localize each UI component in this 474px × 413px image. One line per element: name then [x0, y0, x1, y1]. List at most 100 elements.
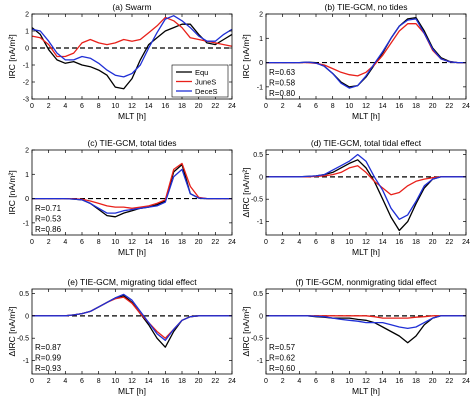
x-tick-label: 20: [429, 378, 437, 385]
y-tick-label: 0: [25, 313, 29, 320]
x-tick-label: 24: [228, 103, 236, 110]
x-tick-label: 10: [111, 378, 119, 385]
panel-title: (a) Swarm: [112, 2, 151, 12]
x-tick-label: 6: [314, 378, 318, 385]
x-tick-label: 22: [445, 378, 453, 385]
x-tick-label: 24: [462, 378, 470, 385]
x-axis-label: MLT [h]: [352, 247, 380, 257]
x-tick-label: 14: [379, 378, 387, 385]
x-tick-label: 16: [161, 239, 169, 246]
x-tick-label: 6: [80, 239, 84, 246]
y-axis-label: ΔIRC [nA/m²]: [7, 306, 17, 356]
series-line-deces: [32, 293, 232, 342]
y-tick-label: -0.5: [251, 197, 263, 204]
x-tick-label: 12: [128, 103, 136, 110]
r-value-label: R=0.58: [269, 79, 296, 88]
x-tick-label: 2: [47, 239, 51, 246]
y-axis-label: IRC [nA/m²]: [241, 34, 251, 78]
panel-6: (f) TIE-GCM, nonmigrating tidal effect 0 2…: [241, 277, 470, 396]
r-value-label: R=0.71: [35, 204, 62, 213]
x-tick-label: 18: [412, 239, 420, 246]
y-tick-label: 0: [25, 46, 29, 53]
legend-entry-label: Equ: [195, 68, 208, 77]
y-tick-label: 0: [259, 313, 263, 320]
x-tick-label: 4: [63, 239, 67, 246]
x-tick-label: 22: [445, 239, 453, 246]
series-line-junes: [32, 162, 232, 209]
x-tick-label: 14: [145, 239, 153, 246]
x-tick-label: 10: [111, 239, 119, 246]
x-tick-label: 4: [63, 378, 67, 385]
x-tick-label: 2: [47, 378, 51, 385]
x-tick-label: 24: [462, 103, 470, 110]
x-tick-label: 10: [345, 239, 353, 246]
x-tick-label: 8: [331, 103, 335, 110]
y-tick-label: 0: [259, 60, 263, 67]
x-tick-label: 16: [395, 239, 403, 246]
x-tick-label: 24: [228, 239, 236, 246]
plot-frame: [31, 149, 233, 236]
x-tick-label: 0: [30, 239, 34, 246]
y-tick-label: -1: [23, 358, 29, 365]
series-line-deces: [266, 315, 466, 330]
plot-frame: [265, 13, 467, 100]
series-line-deces: [31, 15, 233, 78]
x-tick-label: 20: [429, 103, 437, 110]
x-tick-label: 20: [195, 239, 203, 246]
y-axis-label: IRC [nA/m²]: [7, 170, 17, 214]
x-tick-label: 12: [362, 378, 370, 385]
y-tick-label: 0.5: [19, 291, 29, 298]
r-value-label: R=0.99: [35, 354, 62, 363]
legend-entry-label: DeceS: [195, 87, 218, 96]
x-axis-label: MLT [h]: [118, 247, 146, 257]
series-line-equ: [31, 23, 233, 90]
y-tick-label: 0: [259, 174, 263, 181]
r-value-label: R=0.62: [269, 354, 296, 363]
x-tick-label: 4: [297, 239, 301, 246]
x-axis-label: MLT [h]: [118, 111, 146, 121]
y-axis-label: ΔIRC [nA/m²]: [241, 167, 251, 217]
x-tick-label: 18: [412, 103, 420, 110]
x-tick-label: 20: [429, 239, 437, 246]
x-tick-label: 16: [161, 103, 169, 110]
x-tick-label: 12: [362, 239, 370, 246]
x-axis-label: MLT [h]: [352, 111, 380, 121]
y-tick-label: -1: [257, 358, 263, 365]
x-tick-label: 18: [178, 378, 186, 385]
y-tick-label: -3: [23, 97, 29, 104]
panel-title: (b) TIE-GCM, no tides: [325, 2, 408, 12]
r-value-label: R=0.86: [35, 225, 62, 234]
y-tick-label: 1: [259, 36, 263, 43]
y-tick-label: -1: [257, 84, 263, 91]
y-tick-label: 1: [25, 172, 29, 179]
y-tick-label: -1: [23, 220, 29, 227]
x-tick-label: 18: [412, 378, 420, 385]
series-line-equ: [266, 159, 466, 232]
series-line-junes: [266, 165, 466, 196]
x-tick-label: 2: [281, 239, 285, 246]
x-tick-label: 6: [314, 239, 318, 246]
plot-frame: [265, 149, 467, 236]
x-tick-label: 8: [331, 239, 335, 246]
series-line-junes: [31, 16, 233, 58]
x-tick-label: 14: [379, 103, 387, 110]
x-tick-label: 12: [362, 103, 370, 110]
x-tick-label: 12: [128, 378, 136, 385]
x-tick-label: 12: [128, 239, 136, 246]
panel-title: (e) TIE-GCM, migrating tidal effect: [67, 277, 197, 287]
x-tick-label: 2: [281, 378, 285, 385]
x-tick-label: 10: [111, 103, 119, 110]
x-axis-label: MLT [h]: [352, 386, 380, 396]
panel-title: (c) TIE-GCM, total tides: [87, 138, 176, 148]
x-tick-label: 18: [178, 239, 186, 246]
x-tick-label: 8: [331, 378, 335, 385]
x-tick-label: 2: [47, 103, 51, 110]
x-tick-label: 16: [395, 378, 403, 385]
x-tick-label: 20: [195, 378, 203, 385]
r-value-label: R=0.60: [269, 364, 296, 373]
x-tick-label: 0: [264, 103, 268, 110]
x-tick-label: 22: [211, 103, 219, 110]
